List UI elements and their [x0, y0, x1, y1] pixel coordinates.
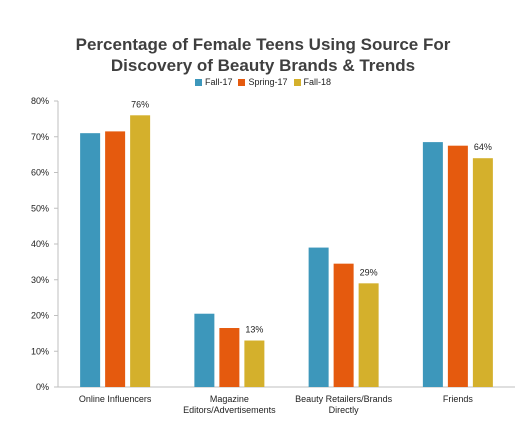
- y-tick-label: 80%: [31, 96, 49, 106]
- y-tick-label: 40%: [31, 239, 49, 249]
- bar-spring-17: [447, 145, 468, 387]
- chart-legend: Fall-17 Spring-17 Fall-18: [0, 77, 526, 87]
- bar-spring-17: [105, 131, 126, 387]
- legend-label: Fall-18: [303, 77, 332, 87]
- x-tick-label: Editors/Advertisements: [183, 405, 276, 415]
- y-tick-label: 10%: [31, 346, 49, 356]
- y-tick-label: 70%: [31, 132, 49, 142]
- data-label: 76%: [131, 99, 149, 109]
- x-tick-label: Online Influencers: [79, 394, 152, 404]
- legend-swatch: [194, 79, 202, 86]
- x-tick-label: Beauty Retailers/Brands: [295, 394, 393, 404]
- y-tick-label: 30%: [31, 275, 49, 285]
- bar-fall-18: [358, 283, 379, 387]
- chart-title: Percentage of Female Teens Using Source …: [0, 34, 526, 76]
- y-tick-label: 60%: [31, 168, 49, 178]
- chart-title-line-2: Discovery of Beauty Brands & Trends: [110, 56, 416, 75]
- bar-fall-18: [130, 115, 151, 388]
- legend-label: Spring-17: [248, 77, 288, 87]
- data-label: 13%: [245, 325, 263, 335]
- bar-spring-17: [333, 263, 354, 387]
- bar-fall-17: [80, 133, 101, 387]
- legend-item-2: Spring-17: [238, 77, 288, 87]
- legend-item-3: Fall-18: [293, 77, 332, 87]
- legend-swatch: [238, 79, 246, 86]
- bar-fall-17: [422, 142, 443, 387]
- legend-swatch: [293, 79, 301, 86]
- y-tick-label: 50%: [31, 203, 49, 213]
- bar-fall-17: [194, 313, 215, 387]
- x-tick-label: Friends: [443, 394, 474, 404]
- bar-fall-18: [244, 340, 265, 387]
- data-label: 64%: [474, 142, 492, 152]
- x-tick-label: Directly: [329, 405, 360, 415]
- y-tick-label: 20%: [31, 311, 49, 321]
- y-tick-label: 0%: [36, 382, 49, 392]
- x-tick-label: Magazine: [210, 394, 249, 404]
- chart-title-line-1: Percentage of Female Teens Using Source …: [75, 35, 451, 54]
- bar-fall-18: [472, 158, 493, 387]
- bar-fall-17: [308, 247, 329, 387]
- legend-label: Fall-17: [204, 77, 233, 87]
- data-label: 29%: [360, 267, 378, 277]
- legend-item-1: Fall-17: [194, 77, 233, 87]
- bar-spring-17: [219, 328, 240, 387]
